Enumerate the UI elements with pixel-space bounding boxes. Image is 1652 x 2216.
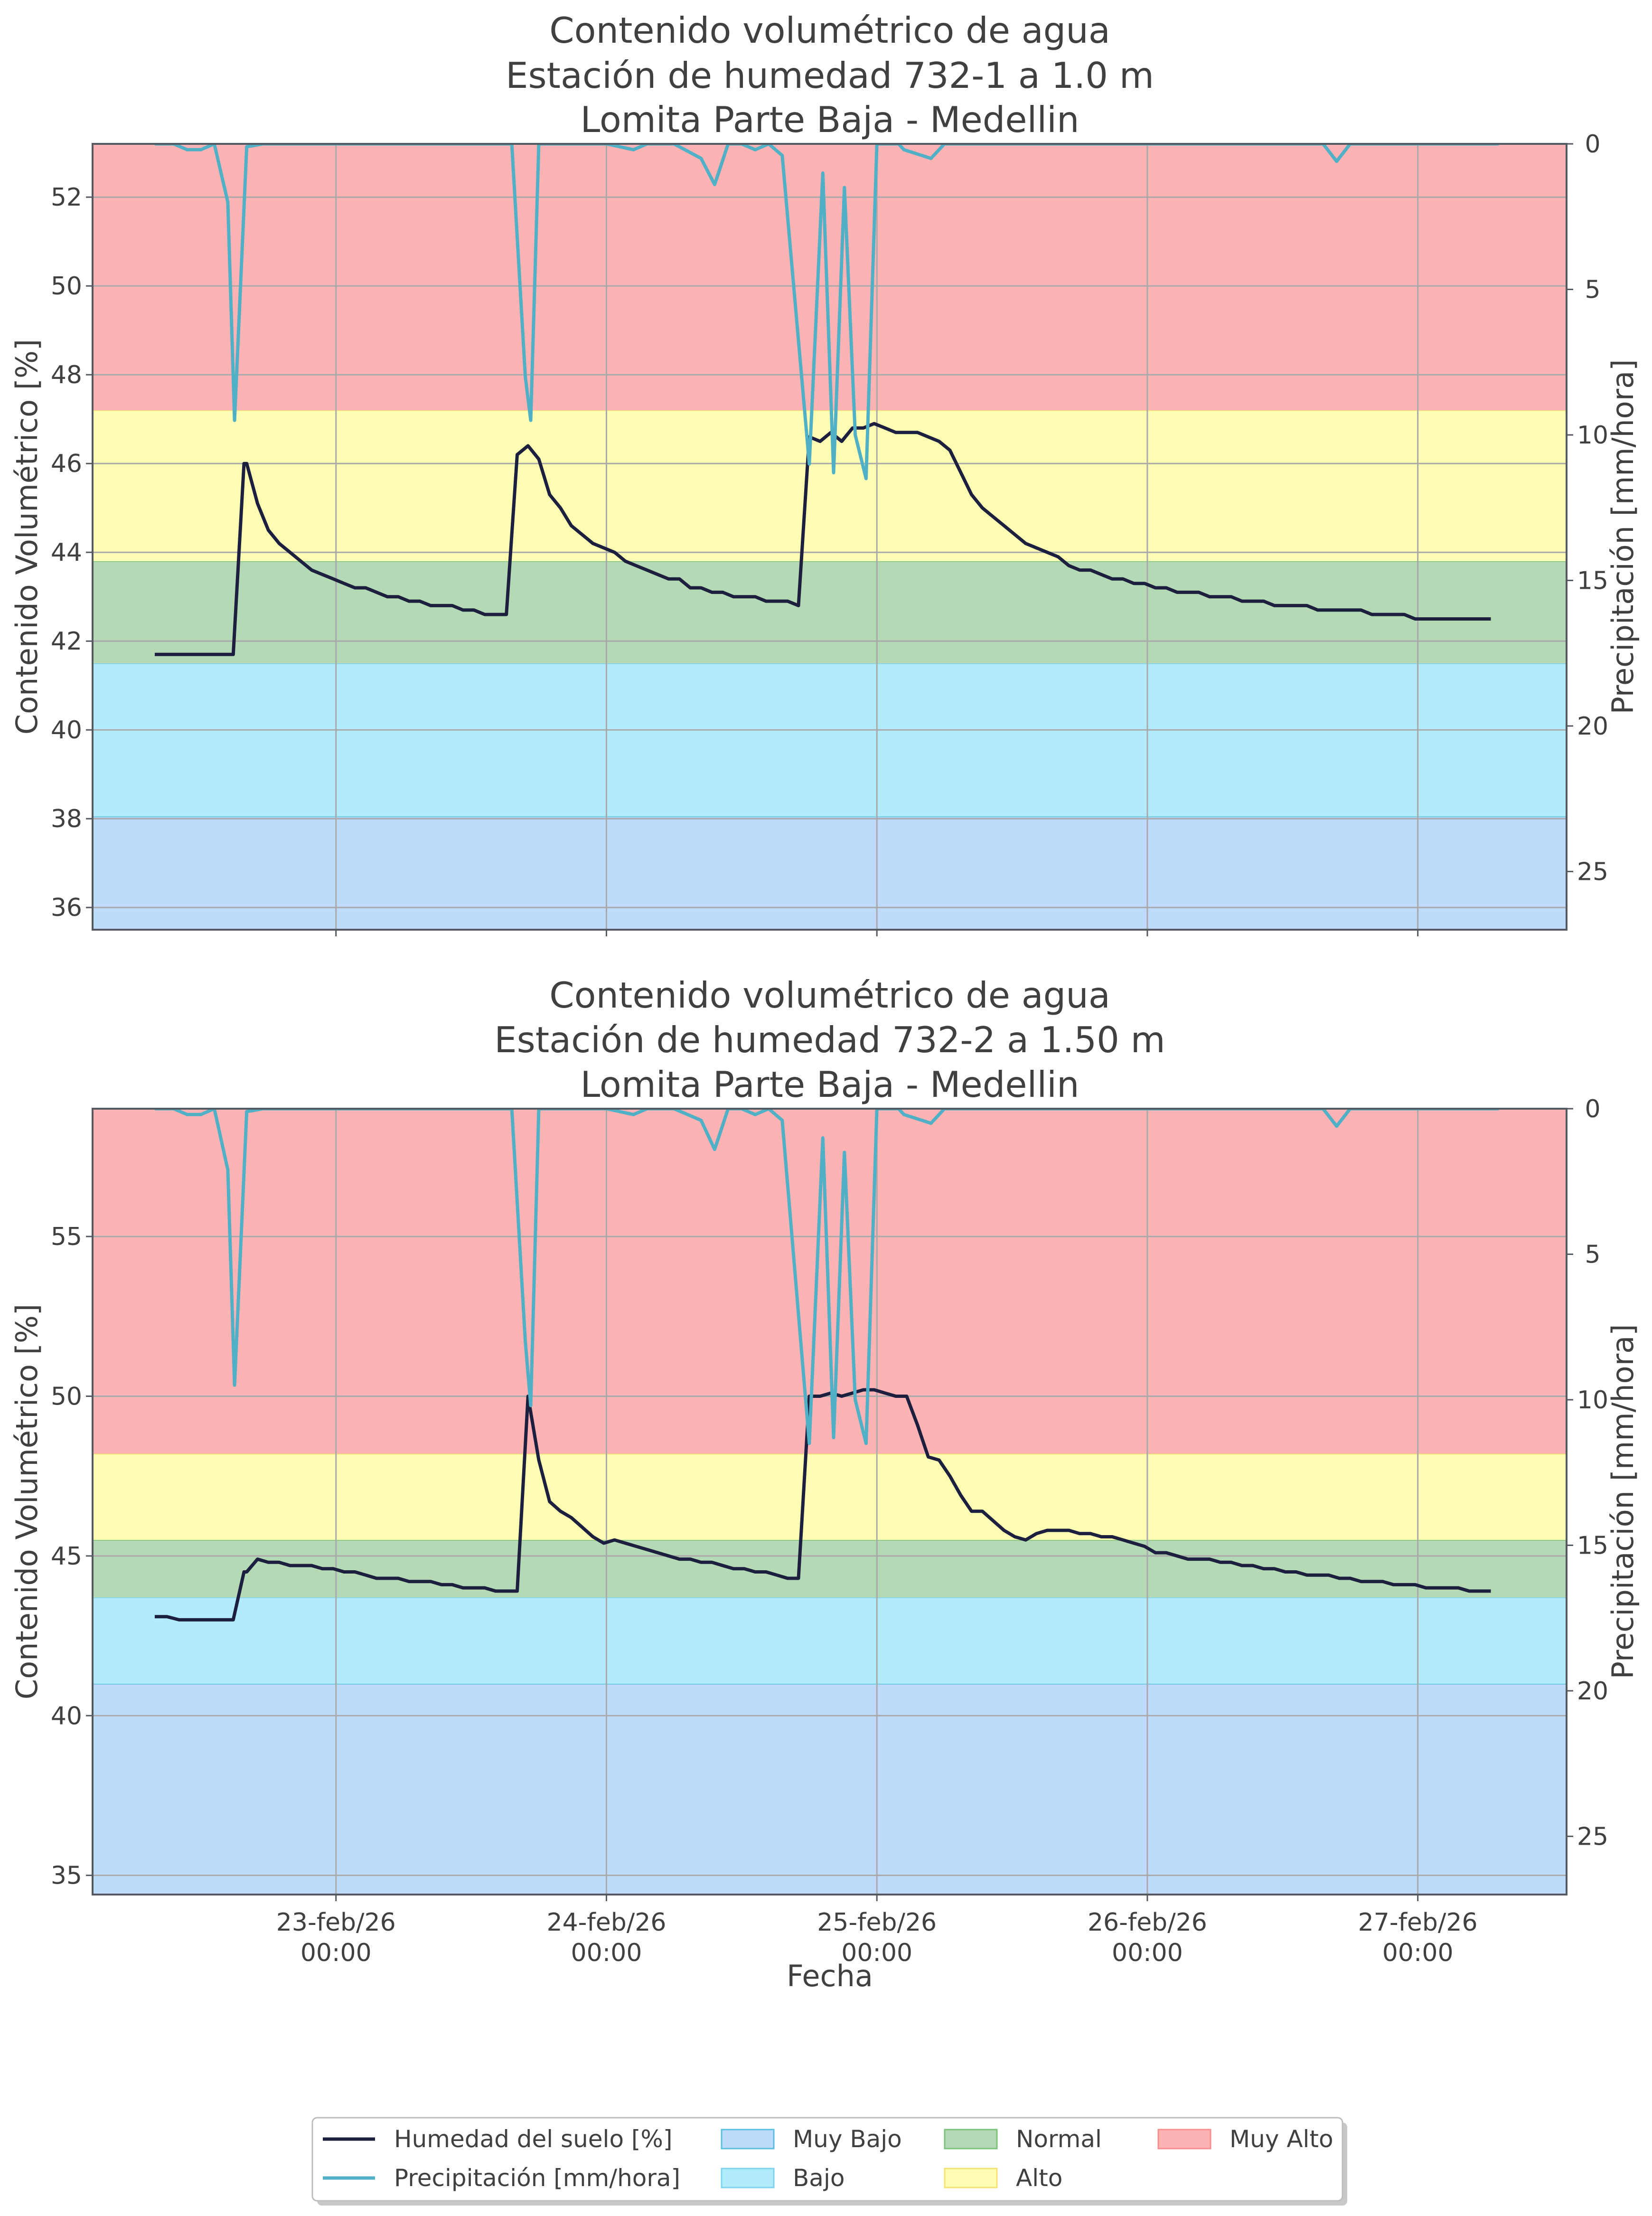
legend-swatch-muy-alto (1157, 2129, 1211, 2150)
x-tick-label-time: 00:00 (841, 1939, 912, 1967)
legend-label: Bajo (793, 2164, 845, 2192)
band-normal (93, 1540, 1567, 1598)
y2-tick-label: 25 (1577, 1822, 1608, 1851)
y2-tick-label: 10 (1577, 421, 1608, 450)
band-bajo (93, 1597, 1567, 1684)
x-tick-label-time: 00:00 (1112, 1939, 1183, 1967)
x-tick-label-time: 00:00 (1382, 1939, 1454, 1967)
y2-tick-label: 15 (1577, 566, 1608, 595)
plot-frame (92, 1108, 1568, 1895)
y-axis-label: Contenido Volumétrico [%] (9, 1304, 44, 1699)
y-axis-label: Contenido Volumétrico [%] (9, 339, 44, 735)
y-tick-label: 45 (51, 1542, 82, 1571)
legend-label: Precipitación [mm/hora] (394, 2164, 680, 2192)
x-tick-label-date: 26-feb/26 (1088, 1908, 1207, 1937)
legend-swatch-muy-bajo (721, 2129, 775, 2150)
chart-title-line: Contenido volumétrico de agua (549, 974, 1110, 1016)
legend-label: Muy Bajo (793, 2125, 902, 2153)
y2-axis-label: Precipitación [mm/hora] (1605, 359, 1640, 715)
y-tick-label: 42 (51, 627, 82, 656)
y-tick-label: 50 (51, 1382, 82, 1411)
chart-title-line: Lomita Parte Baja - Medellin (580, 1064, 1079, 1105)
y2-axis-label: Precipitación [mm/hora] (1605, 1324, 1640, 1679)
x-tick-label-time: 00:00 (300, 1939, 372, 1967)
y-tick-label: 40 (51, 716, 82, 745)
soil-moisture-line (155, 422, 1491, 656)
chart-title-line: Lomita Parte Baja - Medellin (580, 99, 1079, 141)
band-alto (93, 1453, 1567, 1540)
y2-tick-label: 15 (1577, 1531, 1608, 1560)
plot-frame (92, 143, 1568, 931)
y2-tick-label: 10 (1577, 1386, 1608, 1414)
y-tick-label: 36 (51, 894, 82, 922)
legend-label: Normal (1016, 2125, 1102, 2153)
chart-title-line: Estación de humedad 732-1 a 1.0 m (506, 55, 1154, 96)
legend-swatch-normal (944, 2129, 998, 2150)
y-tick-label: 40 (51, 1702, 82, 1730)
legend-label: Alto (1016, 2164, 1062, 2192)
legend-label: Humedad del suelo [%] (394, 2125, 672, 2153)
x-tick-label-time: 00:00 (571, 1939, 642, 1967)
y-tick-label: 44 (51, 538, 82, 567)
x-axis-label: Fecha (787, 1959, 873, 1993)
soil-moisture-line (155, 1388, 1491, 1622)
band-bajo (93, 663, 1567, 817)
y2-tick-label: 5 (1585, 275, 1600, 304)
band-muy-bajo (93, 816, 1567, 930)
y-tick-label: 38 (51, 805, 82, 833)
y2-tick-label: 20 (1577, 712, 1608, 741)
legend-box (311, 2117, 1343, 2202)
y-tick-label: 35 (51, 1862, 82, 1890)
legend: Humedad del suelo [%] Precipitación [mm/h… (311, 2117, 1347, 2206)
chart-title-line: Contenido volumétrico de agua (549, 9, 1110, 51)
y-tick-label: 52 (51, 183, 82, 212)
band-muy-bajo (93, 1683, 1567, 1895)
chart-title-line: Estación de humedad 732-2 a 1.50 m (494, 1019, 1165, 1061)
chart-top: 36 38 40 42 44 46 48 50 52 0 5 10 15 20 25 Contenido vo… (9, 9, 1640, 936)
x-tick-label-date: 24-feb/26 (547, 1908, 666, 1937)
y2-tick-label: 25 (1577, 858, 1608, 886)
chart-bottom: 3540455055051015202523-feb/2600:0024-feb… (9, 974, 1640, 1993)
y2-tick-label: 0 (1585, 1095, 1600, 1123)
x-tick-label-date: 23-feb/26 (276, 1908, 396, 1937)
y-tick-label: 50 (51, 272, 82, 301)
y-tick-label: 55 (51, 1223, 82, 1251)
band-normal (93, 561, 1567, 663)
y2-tick-label: 0 (1585, 130, 1600, 159)
legend-swatch-alto (944, 2168, 998, 2188)
x-tick-label-date: 27-feb/26 (1358, 1908, 1478, 1937)
y-tick-label: 48 (51, 361, 82, 389)
legend-swatch-bajo (721, 2168, 775, 2188)
y-tick-label: 46 (51, 450, 82, 478)
y2-tick-label: 20 (1577, 1677, 1608, 1706)
x-tick-label-date: 25-feb/26 (817, 1908, 937, 1937)
legend-label: Muy Alto (1230, 2125, 1333, 2153)
y2-tick-label: 5 (1585, 1240, 1600, 1269)
